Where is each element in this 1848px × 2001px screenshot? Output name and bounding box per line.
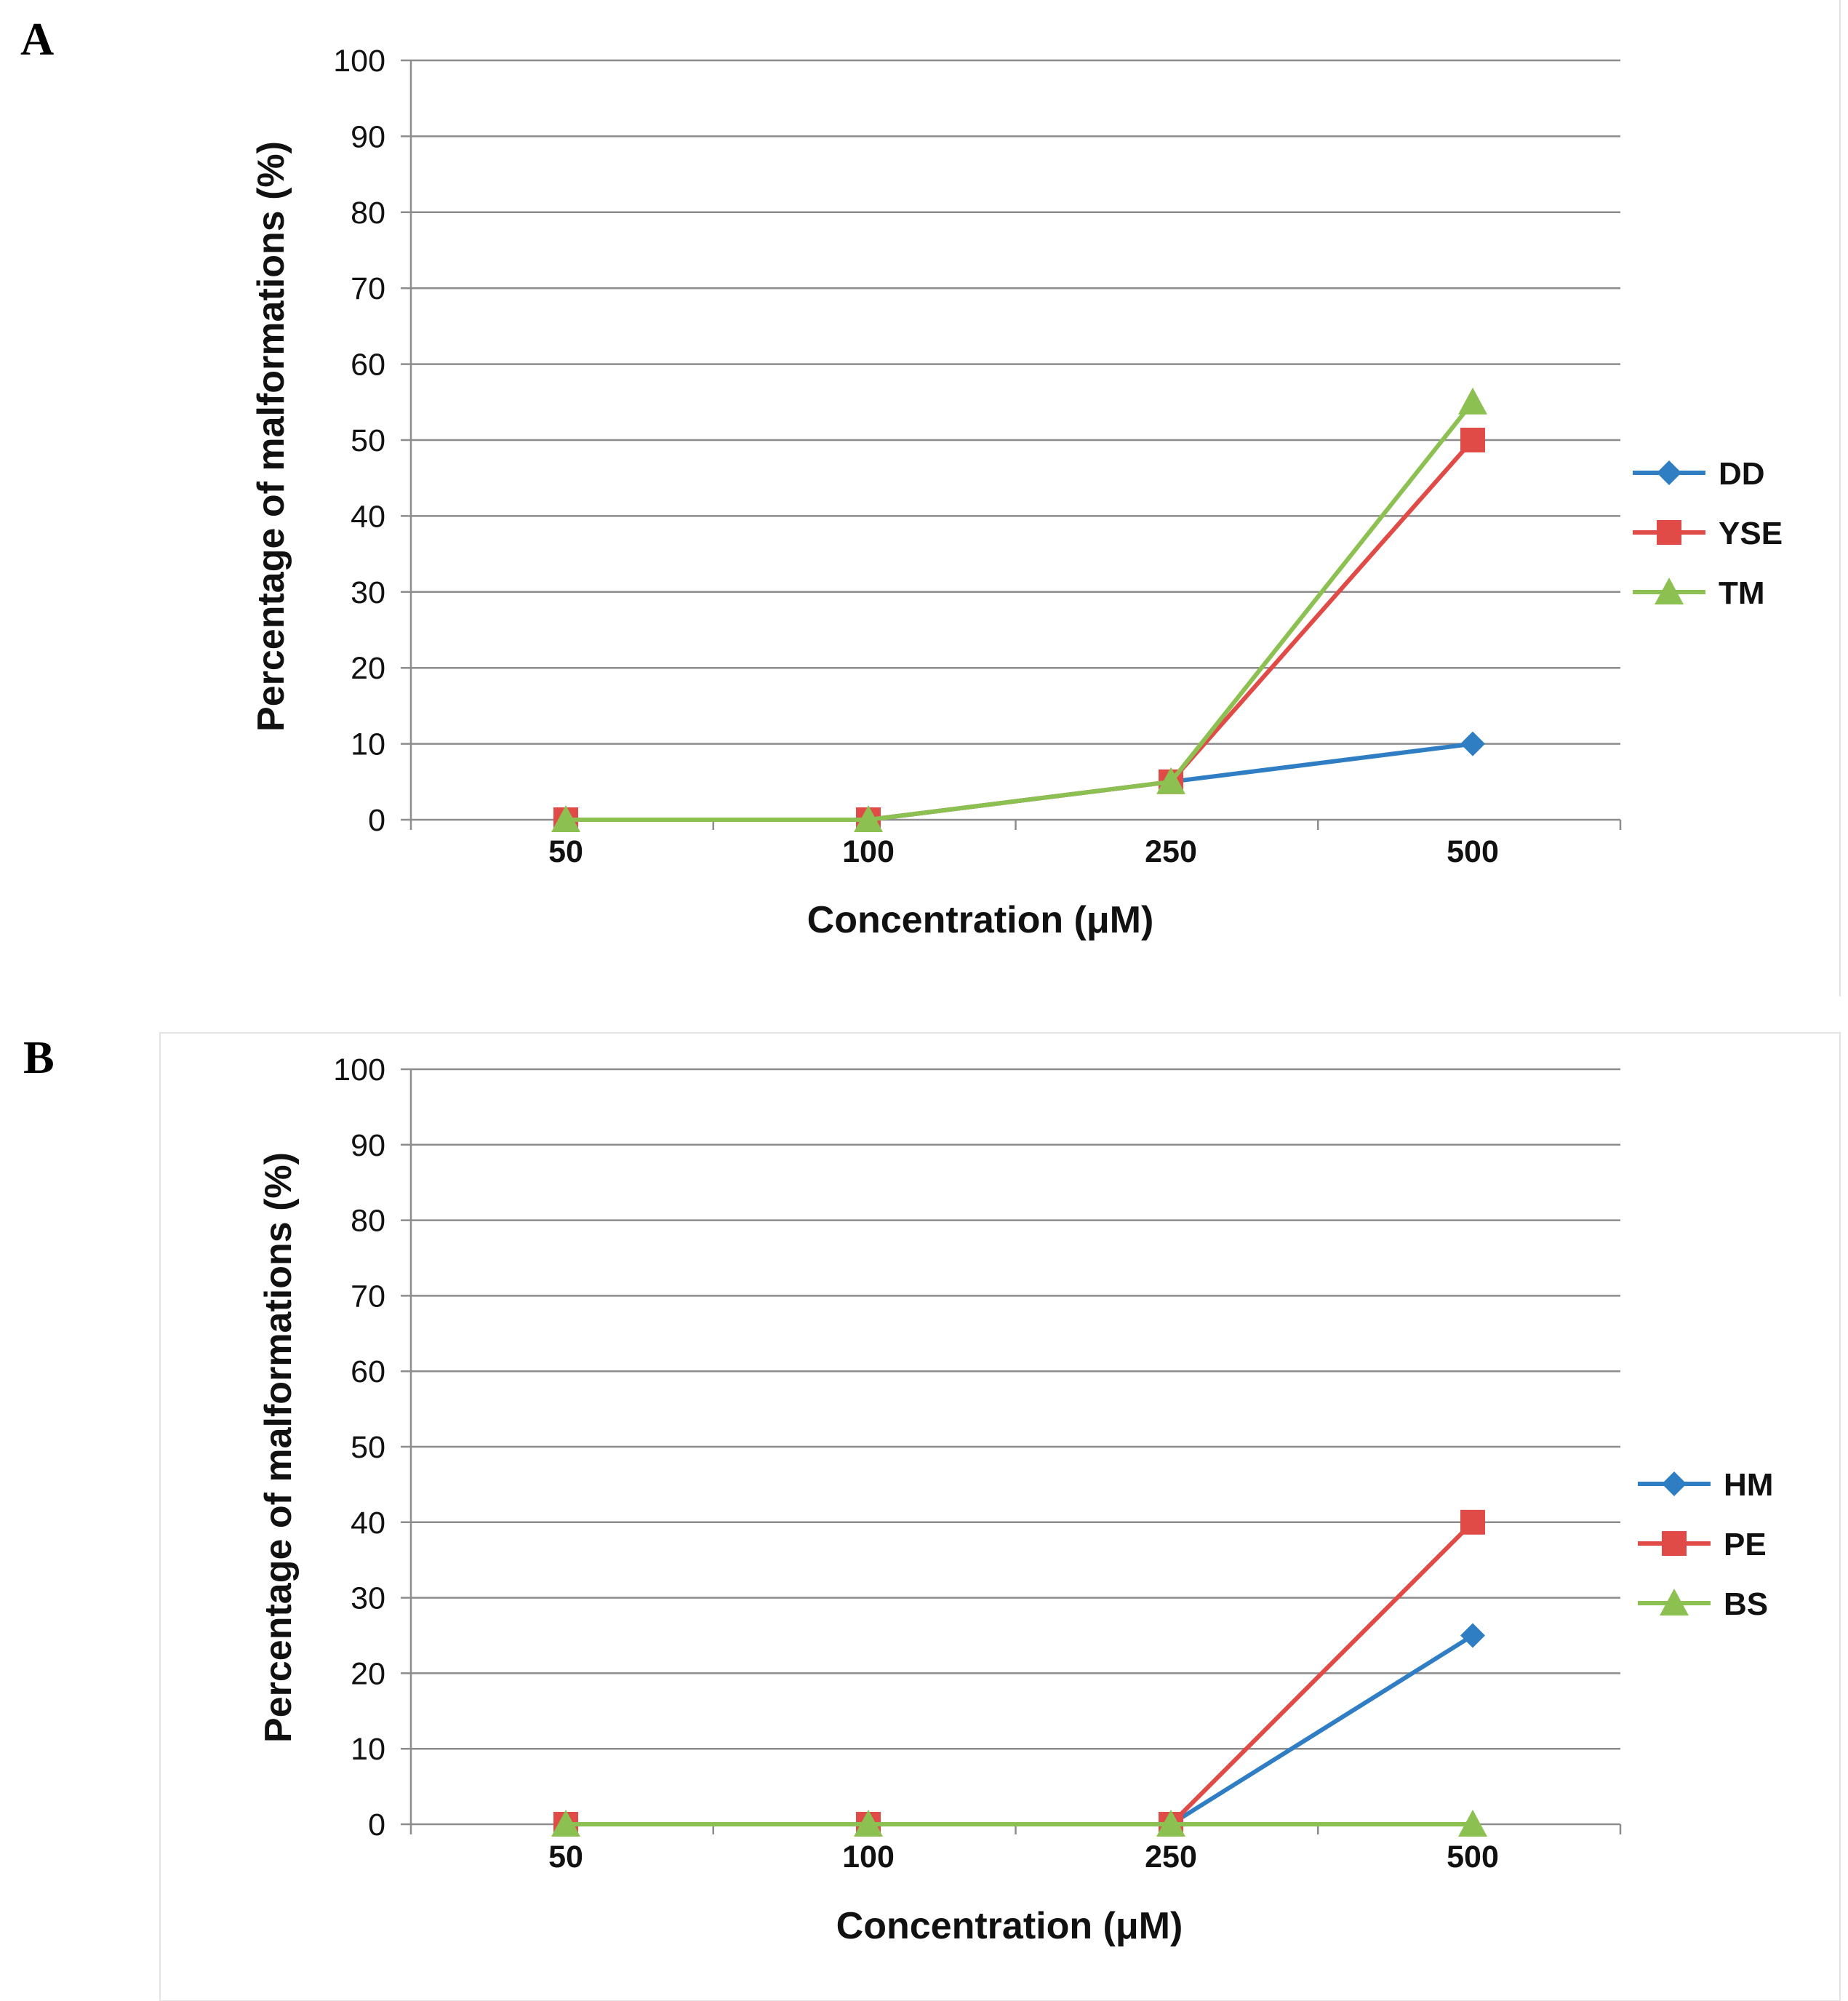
- legend-label-dd: DD: [1719, 456, 1765, 492]
- data-point-pe: [1460, 1509, 1485, 1535]
- legend-label-hm: HM: [1724, 1467, 1773, 1503]
- y-tick-label: 80: [351, 196, 385, 231]
- y-tick-label: 60: [351, 1354, 385, 1389]
- y-tick-label: 100: [333, 1053, 385, 1087]
- legend-label-tm: TM: [1719, 575, 1765, 611]
- data-point-tm: [854, 805, 883, 832]
- legend-label-yse: YSE: [1719, 516, 1783, 551]
- x-tick-label: 100: [842, 834, 895, 869]
- x-axis-title: Concentration (μM): [807, 899, 1154, 941]
- data-point-tm: [1156, 767, 1185, 794]
- y-tick-label: 40: [351, 1506, 385, 1541]
- x-tick-label: 100: [842, 1840, 895, 1874]
- y-tick-label: 30: [351, 575, 385, 610]
- panel-a: A 0 10 20 30 40 50 60 70 80 90 100 50 100 250 500 Concen…: [20, 0, 1841, 996]
- series-line-tm: [566, 400, 1475, 822]
- y-axis-title: Percentage of malformations (%): [257, 1152, 300, 1743]
- data-point-bs: [1156, 1810, 1185, 1837]
- y-tick-label: 70: [351, 1279, 385, 1314]
- x-tick-label: 250: [1145, 1840, 1197, 1874]
- y-tick-label: 40: [351, 499, 385, 534]
- legend-marker: [1660, 1589, 1689, 1615]
- y-tick-label: 70: [351, 271, 385, 306]
- legend-marker: [1657, 460, 1681, 485]
- y-tick-label: 50: [351, 1430, 385, 1465]
- panel-b: B 0 10 20 30 40 50 60 70 80 90 100 50 100 250 500 Concen…: [23, 1031, 1841, 2001]
- y-tick-label: 90: [351, 1128, 385, 1163]
- x-tick-label: 500: [1447, 1840, 1499, 1874]
- panel-label: B: [23, 1031, 55, 1083]
- y-tick-label: 0: [368, 803, 385, 838]
- y-tick-label: 50: [351, 423, 385, 458]
- data-point-tm: [551, 805, 580, 832]
- series-line-dd: [566, 741, 1473, 822]
- y-tick-label: 10: [351, 1732, 385, 1767]
- y-tick-label: 100: [333, 44, 385, 79]
- panel-frame: [159, 1032, 1841, 2001]
- data-point-bs: [854, 1810, 883, 1837]
- legend-marker: [1655, 578, 1684, 604]
- y-tick-label: 60: [351, 348, 385, 383]
- y-tick-label: 20: [351, 1656, 385, 1691]
- y-tick-label: 10: [351, 727, 385, 762]
- y-tick-label: 90: [351, 119, 385, 154]
- series-line-hm: [566, 1633, 1474, 1826]
- data-point-hm: [1460, 1623, 1485, 1648]
- y-tick-label: 30: [351, 1581, 385, 1616]
- y-tick-label: 80: [351, 1204, 385, 1239]
- y-tick-label: 20: [351, 651, 385, 686]
- panel-label: A: [20, 13, 54, 65]
- data-point-bs: [1458, 1810, 1487, 1837]
- x-tick-label: 500: [1447, 834, 1499, 869]
- data-point-bs: [551, 1810, 580, 1837]
- legend-marker: [1657, 520, 1681, 545]
- legend-marker: [1662, 1531, 1687, 1556]
- legend-marker: [1662, 1471, 1687, 1496]
- legend-label-bs: BS: [1724, 1586, 1768, 1622]
- data-point-yse: [1460, 428, 1485, 452]
- x-tick-label: 50: [548, 834, 583, 869]
- x-tick-label: 50: [548, 1840, 583, 1874]
- data-point-dd: [1460, 731, 1485, 756]
- x-axis-title: Concentration (μM): [836, 1905, 1183, 1947]
- x-tick-label: 250: [1145, 834, 1197, 869]
- data-point-tm: [1458, 387, 1487, 415]
- y-tick-label: 0: [368, 1808, 385, 1842]
- legend-label-pe: PE: [1724, 1527, 1767, 1562]
- y-axis-title: Percentage of malformations (%): [250, 141, 292, 732]
